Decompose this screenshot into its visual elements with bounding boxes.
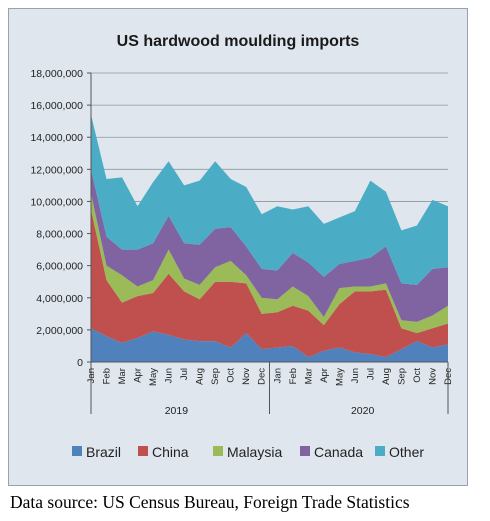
y-tick-label: 10,000,000 <box>30 196 83 208</box>
x-tick-label: Apr <box>319 368 330 383</box>
legend-swatch <box>375 446 385 456</box>
legend-label: China <box>152 444 189 460</box>
y-tick-label: 8,000,000 <box>36 229 83 241</box>
y-tick-label: 2,000,000 <box>36 325 83 337</box>
area-brazil <box>91 328 448 362</box>
legend-item-other: Other <box>375 444 424 460</box>
legend-swatch <box>72 446 82 456</box>
x-tick-label: Nov <box>241 368 252 385</box>
x-tick-label: Feb <box>288 368 299 384</box>
series-areas <box>91 114 448 362</box>
x-tick-label: Jul <box>179 368 190 380</box>
source-note: Data source: US Census Bureau, Foreign T… <box>10 492 410 512</box>
tick-labels: 0 2,000,000 4,000,000 6,000,000 8,000,000 10,… <box>30 68 454 417</box>
x-tick-label: Dec <box>257 368 268 385</box>
x-tick-label: Apr <box>133 368 144 383</box>
x-tick-label: Jun <box>164 368 175 383</box>
legend-label: Canada <box>314 444 363 460</box>
x-tick-label: Oct <box>412 368 423 383</box>
legend-label: Malaysia <box>227 444 282 460</box>
x-tick-label: Mar <box>117 368 128 384</box>
legend-swatch <box>138 446 148 456</box>
x-tick-label: Jan <box>272 368 283 383</box>
x-tick-label: Dec <box>443 368 454 385</box>
legend-label: Other <box>389 444 424 460</box>
area-canada <box>91 169 448 322</box>
area-malaysia <box>91 193 448 334</box>
x-tick-label: Aug <box>195 368 206 385</box>
y-tick-label: 18,000,000 <box>30 68 83 80</box>
x-tick-label: Sep <box>396 368 407 385</box>
legend-item-malaysia: Malaysia <box>213 444 282 460</box>
y-tick-label: 0 <box>77 357 83 369</box>
x-group-label: 2019 <box>165 405 189 417</box>
x-group-label: 2020 <box>351 405 375 417</box>
x-tick-label: Aug <box>381 368 392 385</box>
x-tick-label: Jan <box>86 368 97 383</box>
x-tick-label: Sep <box>210 368 221 385</box>
x-tick-label: Feb <box>102 368 113 384</box>
legend-swatch <box>300 446 310 456</box>
x-tick-label: May <box>334 368 345 386</box>
area-china <box>91 209 448 358</box>
legend-item-canada: Canada <box>300 444 363 460</box>
x-tick-label: May <box>148 368 159 386</box>
x-tick-label: Jun <box>350 368 361 383</box>
x-tick-label: Nov <box>427 368 438 385</box>
x-tick-label: Jul <box>365 368 376 380</box>
legend-label: Brazil <box>86 444 121 460</box>
x-tick-label: Mar <box>303 368 314 384</box>
legend-item-china: China <box>138 444 189 460</box>
y-tick-label: 14,000,000 <box>30 132 83 144</box>
y-tick-label: 16,000,000 <box>30 100 83 112</box>
x-tick-label: Oct <box>226 368 237 383</box>
y-tick-label: 4,000,000 <box>36 293 83 305</box>
area-other <box>91 114 448 285</box>
legend-swatch <box>213 446 223 456</box>
y-tick-label: 12,000,000 <box>30 164 83 176</box>
chart-title: US hardwood moulding imports <box>117 33 360 50</box>
legend: Brazil China Malaysia Canada Other <box>72 444 424 460</box>
legend-item-brazil: Brazil <box>72 444 121 460</box>
axes <box>87 72 449 414</box>
y-tick-label: 6,000,000 <box>36 261 83 273</box>
